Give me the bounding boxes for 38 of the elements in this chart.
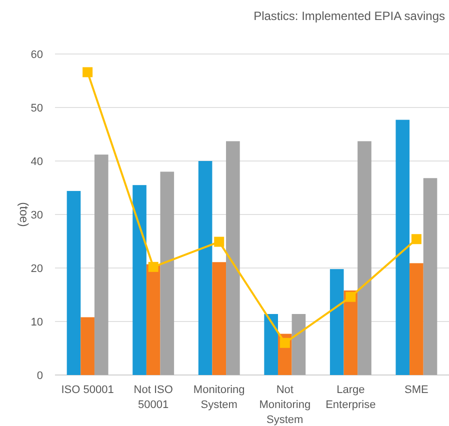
x-tick-label: SME [404, 384, 428, 396]
y-tick-label: 0 [36, 370, 43, 382]
point [148, 262, 158, 272]
y-axis-title: (toe) [17, 202, 31, 227]
y-tick-label: 40 [30, 156, 43, 168]
x-tick-label: Monitoring System [193, 384, 245, 411]
bar [396, 120, 410, 375]
x-tick-label: ISO 50001 [61, 384, 114, 396]
bar [292, 314, 306, 375]
y-tick-label: 50 [30, 102, 43, 114]
bar [66, 190, 81, 375]
bar [423, 178, 438, 375]
bar [132, 185, 146, 375]
bar [80, 317, 94, 375]
bar [212, 262, 226, 375]
x-tick-label: Not Monitoring System [259, 384, 311, 426]
bar [410, 263, 424, 375]
chart-title: Plastics: Implemented EPIA savings [254, 9, 445, 23]
y-tick-label: 60 [30, 48, 43, 61]
point [82, 67, 93, 78]
bar [160, 172, 174, 375]
bar [330, 269, 344, 375]
point [346, 292, 356, 302]
bar [264, 314, 278, 375]
point [214, 236, 224, 247]
bar [146, 264, 160, 375]
bar [94, 154, 108, 375]
bar [198, 161, 212, 375]
y-tick-label: 30 [30, 209, 43, 222]
point [280, 338, 290, 348]
point [411, 234, 422, 244]
bar [344, 290, 358, 375]
y-tick-label: 10 [30, 316, 43, 328]
x-tick-label: Large Enterprise [326, 384, 376, 411]
y-tick-label: 20 [30, 262, 43, 275]
x-tick-label: Not ISO 50001 [134, 384, 174, 411]
bar [226, 141, 240, 375]
bar [358, 141, 372, 375]
